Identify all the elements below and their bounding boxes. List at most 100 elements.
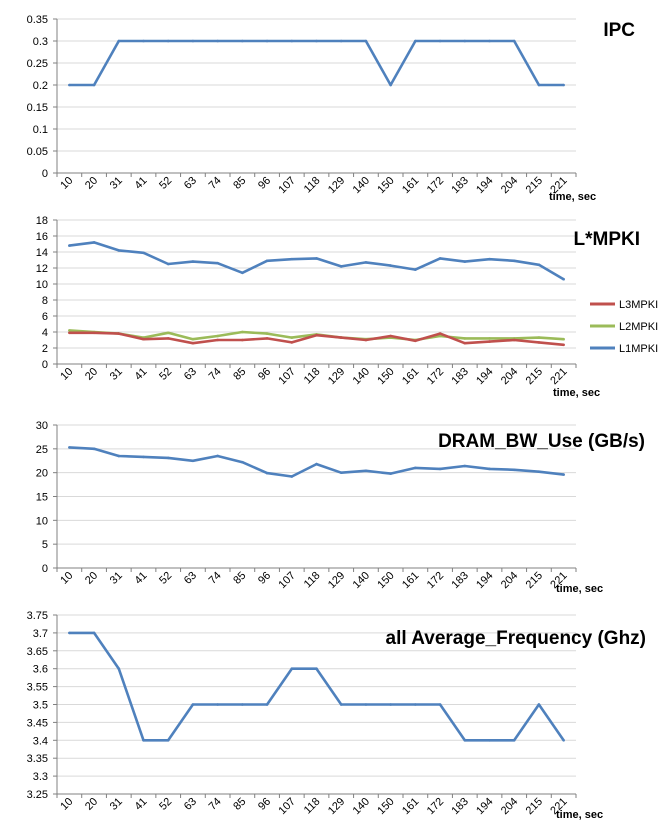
y-tick-label: 3.7 bbox=[33, 628, 48, 640]
data-point bbox=[339, 336, 343, 339]
data-point bbox=[117, 249, 121, 252]
x-tick-label: 150 bbox=[375, 175, 396, 196]
data-point bbox=[414, 39, 417, 43]
data-point bbox=[364, 261, 368, 264]
data-point bbox=[438, 334, 442, 338]
data-point bbox=[488, 467, 491, 471]
x-tick-label: 215 bbox=[524, 796, 545, 817]
data-point bbox=[512, 39, 516, 43]
x-tick-label: 31 bbox=[108, 570, 125, 587]
data-point bbox=[463, 260, 467, 263]
data-point bbox=[488, 739, 491, 742]
data-point bbox=[290, 257, 294, 261]
data-point bbox=[315, 462, 318, 466]
x-tick-label: 31 bbox=[108, 796, 125, 813]
x-tick-label: 150 bbox=[375, 570, 396, 591]
x-tick-label: 96 bbox=[256, 570, 273, 587]
y-tick-label: 3.25 bbox=[27, 789, 48, 801]
data-point bbox=[414, 703, 417, 706]
y-tick-label: 3.3 bbox=[33, 771, 48, 783]
data-point bbox=[265, 337, 269, 340]
data-point bbox=[339, 39, 343, 43]
x-tick-label: 194 bbox=[474, 796, 495, 817]
y-tick-label: 30 bbox=[36, 420, 48, 432]
x-tick-label: 215 bbox=[524, 175, 545, 196]
x-axis-label: time, sec bbox=[549, 191, 596, 203]
data-point bbox=[92, 83, 96, 87]
x-tick-label: 204 bbox=[499, 570, 520, 591]
data-point bbox=[463, 39, 467, 43]
data-point bbox=[488, 337, 491, 340]
data-point bbox=[265, 259, 269, 263]
x-tick-label: 63 bbox=[182, 796, 199, 813]
y-tick-label: 18 bbox=[36, 215, 48, 227]
data-point bbox=[92, 631, 96, 635]
data-point bbox=[166, 337, 170, 340]
data-point bbox=[512, 468, 516, 472]
data-point bbox=[537, 341, 541, 344]
data-point bbox=[463, 739, 467, 742]
data-point bbox=[339, 265, 343, 268]
x-tick-label: 118 bbox=[302, 570, 323, 591]
x-tick-label: 215 bbox=[524, 366, 545, 387]
data-point bbox=[562, 343, 565, 347]
x-tick-label: 172 bbox=[425, 175, 446, 196]
data-point bbox=[488, 340, 491, 343]
data-point bbox=[290, 336, 294, 339]
data-point bbox=[438, 39, 442, 43]
x-tick-label: 107 bbox=[276, 796, 297, 817]
data-point bbox=[191, 703, 195, 706]
x-tick-label: 194 bbox=[474, 175, 495, 196]
x-tick-label: 107 bbox=[276, 366, 297, 387]
data-point bbox=[241, 271, 244, 275]
x-tick-label: 161 bbox=[400, 175, 421, 196]
data-point bbox=[562, 83, 565, 87]
data-point bbox=[537, 263, 541, 267]
x-tick-label: 96 bbox=[256, 366, 273, 383]
x-tick-label: 74 bbox=[207, 570, 224, 587]
x-tick-label: 63 bbox=[182, 366, 199, 383]
data-point bbox=[290, 475, 294, 478]
y-tick-label: 0.3 bbox=[33, 36, 48, 48]
data-point bbox=[364, 703, 368, 706]
data-point bbox=[463, 341, 467, 345]
y-tick-label: 2 bbox=[42, 343, 48, 355]
data-point bbox=[68, 331, 71, 335]
data-point bbox=[241, 39, 244, 43]
x-tick-label: 140 bbox=[351, 175, 372, 196]
legend-label: L1MPKI bbox=[619, 343, 658, 355]
data-point bbox=[166, 262, 170, 266]
data-point bbox=[438, 703, 442, 706]
data-point bbox=[389, 703, 392, 706]
data-point bbox=[537, 703, 541, 706]
data-point bbox=[241, 338, 244, 342]
legend-label: L3MPKI bbox=[619, 299, 658, 311]
x-tick-label: 161 bbox=[400, 570, 421, 591]
x-tick-label: 85 bbox=[231, 175, 248, 192]
data-point bbox=[117, 667, 121, 670]
data-point bbox=[241, 460, 244, 464]
y-tick-label: 0.2 bbox=[33, 80, 48, 92]
chart-title: IPC bbox=[603, 20, 635, 41]
y-tick-label: 3.5 bbox=[33, 700, 48, 712]
x-tick-label: 96 bbox=[256, 175, 273, 192]
x-tick-label: 107 bbox=[276, 570, 297, 591]
data-point bbox=[216, 334, 219, 338]
data-point bbox=[463, 337, 467, 340]
x-axis-label: time, sec bbox=[553, 387, 600, 399]
x-tick-label: 183 bbox=[449, 366, 470, 387]
data-point bbox=[265, 471, 269, 475]
y-tick-label: 20 bbox=[36, 468, 48, 480]
data-point bbox=[438, 257, 442, 260]
data-point bbox=[290, 667, 294, 670]
data-point bbox=[191, 260, 195, 263]
data-point bbox=[389, 472, 392, 475]
data-point bbox=[68, 244, 71, 247]
data-point bbox=[142, 337, 145, 341]
y-tick-label: 5 bbox=[42, 539, 48, 551]
data-point bbox=[290, 341, 294, 344]
data-point bbox=[562, 337, 565, 341]
data-point bbox=[488, 257, 491, 261]
data-point bbox=[166, 739, 170, 742]
